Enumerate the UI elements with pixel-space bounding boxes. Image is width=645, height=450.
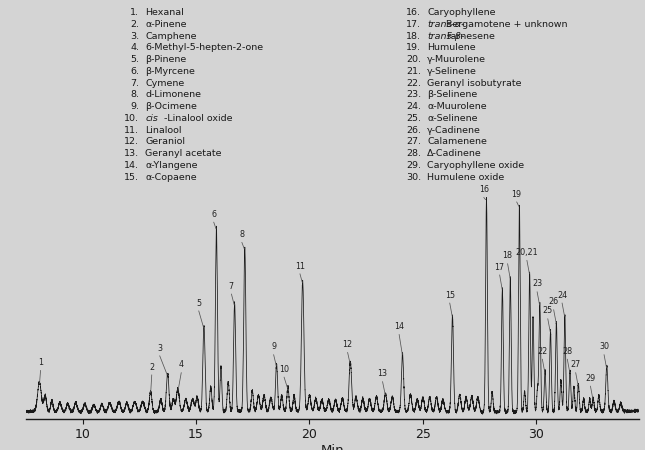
Text: 19.: 19. [406, 43, 421, 52]
Text: 3.: 3. [130, 32, 139, 40]
Text: γ-Muurolene: γ-Muurolene [427, 55, 486, 64]
Text: 23: 23 [532, 279, 542, 288]
Text: Farnesene: Farnesene [446, 32, 495, 40]
Text: 28.: 28. [406, 149, 421, 158]
Text: γ-Selinene: γ-Selinene [427, 67, 477, 76]
Text: 13: 13 [377, 369, 388, 378]
Text: 8.: 8. [130, 90, 139, 99]
Text: 9: 9 [271, 342, 276, 351]
Text: 24.: 24. [406, 102, 421, 111]
Text: Hexanal: Hexanal [145, 8, 184, 17]
Text: 8: 8 [239, 230, 244, 239]
Text: α-Pinene: α-Pinene [145, 20, 187, 29]
X-axis label: Min: Min [321, 444, 344, 450]
Text: 28: 28 [562, 347, 572, 356]
Text: 18: 18 [502, 252, 513, 261]
Text: 25.: 25. [406, 114, 421, 123]
Text: Δ-Cadinene: Δ-Cadinene [427, 149, 482, 158]
Text: Camphene: Camphene [145, 32, 197, 40]
Text: 11.: 11. [124, 126, 139, 135]
Text: -Linalool oxide: -Linalool oxide [164, 114, 232, 123]
Text: 6: 6 [211, 210, 216, 219]
Text: d-Limonene: d-Limonene [145, 90, 201, 99]
Text: 19: 19 [511, 189, 522, 198]
Text: Bergamotene + unknown: Bergamotene + unknown [446, 20, 568, 29]
Text: Humulene oxide: Humulene oxide [427, 173, 504, 182]
Text: 5: 5 [196, 299, 201, 308]
Text: 23.: 23. [406, 90, 421, 99]
Text: 25: 25 [542, 306, 553, 315]
Text: 11: 11 [295, 261, 305, 270]
Text: γ-Cadinene: γ-Cadinene [427, 126, 481, 135]
Text: α-Copaene: α-Copaene [145, 173, 197, 182]
Text: α-Muurolene: α-Muurolene [427, 102, 487, 111]
Text: 20,21: 20,21 [515, 248, 538, 257]
Text: 29.: 29. [406, 161, 421, 170]
Text: 15.: 15. [124, 173, 139, 182]
Text: 30: 30 [599, 342, 609, 351]
Text: 30.: 30. [406, 173, 421, 182]
Text: Calamenene: Calamenene [427, 137, 487, 146]
Text: 4.: 4. [130, 43, 139, 52]
Text: 24: 24 [557, 291, 567, 300]
Text: 27: 27 [571, 360, 580, 369]
Text: 10: 10 [279, 365, 289, 374]
Text: Cymene: Cymene [145, 79, 184, 88]
Text: 18.: 18. [406, 32, 421, 40]
Text: 6.: 6. [130, 67, 139, 76]
Text: cis: cis [145, 114, 158, 123]
Text: trans-α-: trans-α- [427, 20, 464, 29]
Text: 4: 4 [179, 360, 184, 369]
Text: 5.: 5. [130, 55, 139, 64]
Text: 3: 3 [157, 343, 162, 352]
Text: 7: 7 [229, 282, 234, 291]
Text: 16: 16 [479, 185, 489, 194]
Text: Humulene: Humulene [427, 43, 476, 52]
Text: Caryophyllene: Caryophyllene [427, 8, 495, 17]
Text: 22.: 22. [406, 79, 421, 88]
Text: β-Pinene: β-Pinene [145, 55, 186, 64]
Text: Geranyl acetate: Geranyl acetate [145, 149, 222, 158]
Text: 9.: 9. [130, 102, 139, 111]
Text: 27.: 27. [406, 137, 421, 146]
Text: Linalool: Linalool [145, 126, 182, 135]
Text: 2: 2 [149, 363, 154, 372]
Text: β-Myrcene: β-Myrcene [145, 67, 195, 76]
Text: 1: 1 [38, 358, 43, 367]
Text: β-Ocimene: β-Ocimene [145, 102, 197, 111]
Text: 21.: 21. [406, 67, 421, 76]
Text: Caryophyllene oxide: Caryophyllene oxide [427, 161, 524, 170]
Text: Geranyl isobutyrate: Geranyl isobutyrate [427, 79, 522, 88]
Text: 1.: 1. [130, 8, 139, 17]
Text: 7.: 7. [130, 79, 139, 88]
Text: 13.: 13. [124, 149, 139, 158]
Text: 29: 29 [585, 374, 595, 383]
Text: 20.: 20. [406, 55, 421, 64]
Text: β-Selinene: β-Selinene [427, 90, 477, 99]
Text: 17.: 17. [406, 20, 421, 29]
Text: 6-Methyl-5-hepten-2-one: 6-Methyl-5-hepten-2-one [145, 43, 263, 52]
Text: 26.: 26. [406, 126, 421, 135]
Text: α-Ylangene: α-Ylangene [145, 161, 198, 170]
Text: 15: 15 [444, 291, 455, 300]
Text: trans-β-: trans-β- [427, 32, 464, 40]
Text: 22: 22 [537, 347, 548, 356]
Text: 12.: 12. [124, 137, 139, 146]
Text: 16.: 16. [406, 8, 421, 17]
Text: 12: 12 [342, 340, 353, 349]
Text: 14: 14 [394, 322, 404, 331]
Text: 17: 17 [495, 263, 505, 272]
Text: 10.: 10. [124, 114, 139, 123]
Text: 26: 26 [549, 297, 559, 306]
Text: α-Selinene: α-Selinene [427, 114, 478, 123]
Text: 2.: 2. [130, 20, 139, 29]
Text: 14.: 14. [124, 161, 139, 170]
Text: Geraniol: Geraniol [145, 137, 185, 146]
